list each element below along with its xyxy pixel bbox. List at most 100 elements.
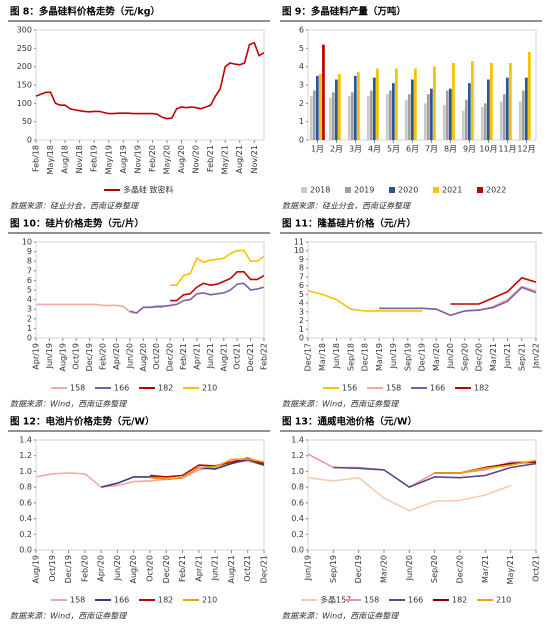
x-tick-label: Dec/18 [361,343,370,371]
bar [467,83,471,140]
bar [350,92,354,140]
y-tick-label: 1.0 [291,467,304,476]
x-tick-label: Aug/21 [219,343,228,372]
bar [372,77,376,140]
x-tick-label: May/18 [46,145,55,174]
x-tick-label: Oct/21 [532,555,541,582]
x-tick-label: 4月 [368,145,381,154]
y-tick-label: 1 [27,324,32,333]
x-tick-label: Sep/19 [403,343,412,371]
x-tick-label: Nov/19 [133,145,142,174]
x-tick-label: Apr/20 [97,555,106,582]
y-tick-label: 10 [294,246,304,255]
bar [404,99,408,140]
bar [445,90,449,140]
y-tick-label: 50 [22,117,32,126]
y-tick-label: 4 [299,299,304,308]
x-tick-label: Oct/20 [152,343,161,370]
bar [426,94,430,140]
x-tick-label: Aug/20 [129,555,138,584]
legend-swatch [433,187,439,193]
y-tick-label: 0.6 [291,498,304,507]
y-tick-label: 6 [299,281,304,290]
legend-label: 166 [408,596,423,605]
x-tick-label: Feb/21 [179,343,188,370]
y-tick-label: 150 [17,81,32,90]
legend-label: 210 [202,596,217,605]
x-tick-label: 1月 [311,145,324,154]
y-tick-label: 8 [299,264,304,273]
x-tick-label: Nov/20 [192,145,201,174]
bar [322,44,325,140]
y-tick-label: 200 [17,62,32,71]
plot-frame [35,439,265,551]
x-tick-label: Dec/20 [456,555,465,583]
bar [388,90,392,140]
x-tick-label: 7月 [425,145,438,154]
x-tick-label: May/20 [162,145,171,174]
source-note: 数据来源：硅业分会，西南证券整理 [282,202,411,211]
x-tick-label: Feb/21 [206,145,215,172]
bar [524,77,528,140]
y-tick-label: 0 [299,136,304,145]
y-tick-label: 4 [27,295,32,304]
y-tick-label: 100 [17,99,32,108]
chart-title: 图 13：通威电池价格（元/W） [282,416,417,428]
y-tick-label: 6 [27,276,32,285]
x-tick-label: Aug/19 [32,555,41,584]
series-line [333,462,537,489]
bar [369,90,373,140]
bar [442,105,446,140]
series-line [434,459,537,474]
legend-label: 158 [70,596,85,605]
y-tick-label: 0.0 [19,546,32,555]
bar [338,74,341,140]
x-tick-label: May/21 [221,145,230,174]
y-tick-label: 4 [299,62,304,71]
y-tick-label: 5 [299,290,304,299]
source-note: 数据来源：Wind，西南证券整理 [282,612,399,621]
bar [319,74,322,140]
x-tick-label: Dec/21 [246,343,255,371]
x-tick-label: Nov/18 [75,145,84,174]
legend-swatch [301,187,307,193]
x-tick-label: Dec/20 [166,343,175,371]
legend-label: 多晶硅 致密料 [123,185,174,195]
x-tick-label: Mar/19 [375,343,384,371]
y-tick-label: 1.4 [19,436,32,445]
bar [423,103,427,140]
bar [502,94,506,140]
legend-label: 166 [114,596,129,605]
y-tick-label: 3 [27,305,32,314]
plot-frame [35,29,265,141]
series-line [149,458,265,481]
x-tick-label: Dec/20 [162,555,171,583]
series-line [307,476,511,512]
y-tick-label: 2 [27,314,32,323]
y-tick-label: 0.0 [291,546,304,555]
source-note: 数据来源：Wind，西南证券整理 [10,612,127,621]
bar [486,79,490,140]
legend-label: 158 [70,384,85,393]
y-tick-label: 3 [299,81,304,90]
bar [483,103,487,140]
y-tick-label: 7 [27,266,32,275]
legend-label: 210 [202,384,217,393]
x-tick-label: Dec/20 [475,343,484,371]
y-tick-label: 0.4 [291,514,304,523]
source-note: 数据来源：Wind，西南证券整理 [282,400,399,409]
x-tick-label: 6月 [406,145,419,154]
x-tick-label: Jun/20 [113,555,122,581]
legend-label: 多晶157 [320,595,351,605]
x-tick-label: Dec/17 [304,343,313,371]
x-tick-label: 12月 [517,145,535,154]
bar [429,88,433,140]
x-tick-label: Nov/21 [250,145,259,174]
bar [315,75,319,140]
bar [528,52,531,140]
x-tick-label: Feb/20 [80,555,89,582]
x-tick-label: May/19 [104,145,113,174]
legend-label: 2018 [310,186,330,195]
legend-swatch [389,187,395,193]
y-tick-label: 1.2 [291,451,304,460]
